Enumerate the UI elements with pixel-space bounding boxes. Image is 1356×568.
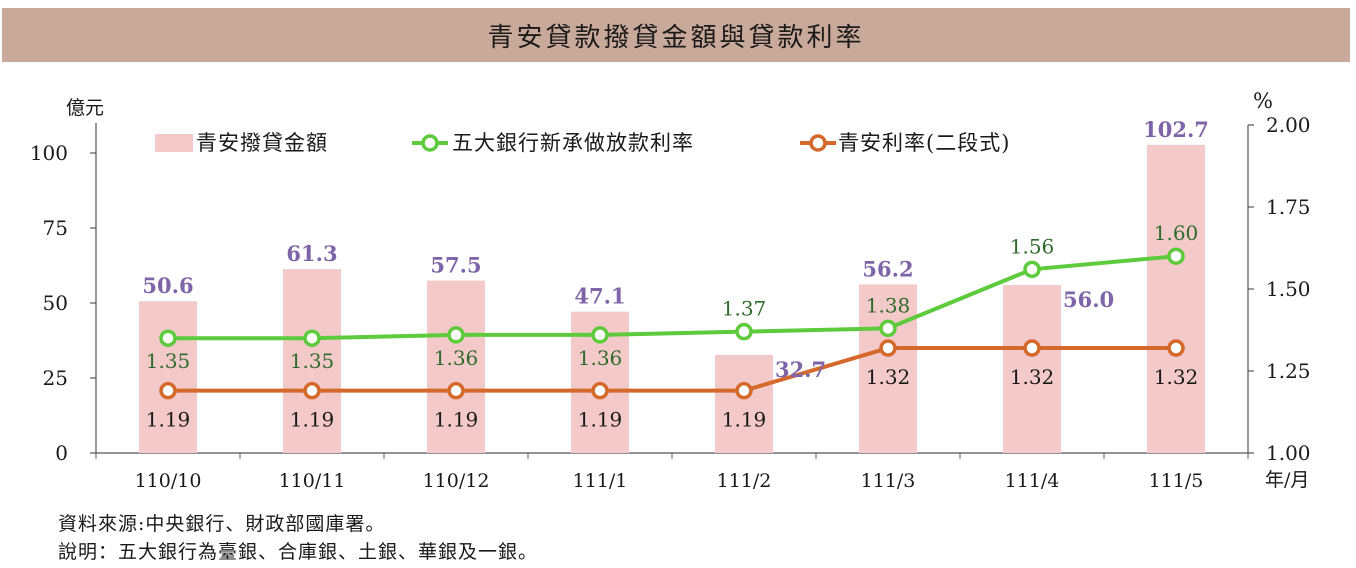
- line-point: [735, 322, 753, 341]
- line-point: [303, 329, 321, 347]
- right-axis-unit-label: %: [1253, 89, 1273, 113]
- bar: [1147, 144, 1205, 453]
- line-data-label-qingan-rate: 1.19: [722, 408, 767, 432]
- line-data-label-five-banks: 1.56: [1010, 234, 1055, 258]
- line-data-label-qingan-rate: 1.19: [434, 408, 479, 432]
- bar: [427, 280, 485, 453]
- line-point: [1167, 247, 1185, 265]
- x-axis-tick-label: 110/11: [279, 470, 346, 492]
- line-data-label-five-banks: 1.36: [434, 346, 479, 370]
- x-axis-tick-label: 111/5: [1149, 470, 1204, 492]
- line-point: [1023, 339, 1041, 357]
- line-data-label-five-banks: 1.35: [290, 349, 335, 373]
- bar-data-label: 32.7: [775, 357, 826, 382]
- bar: [283, 269, 341, 453]
- line-data-label-qingan-rate: 1.19: [146, 408, 191, 432]
- right-axis-tick-label: 1.50: [1266, 277, 1311, 301]
- chart: 0 25 50 75 100 1.00 1.25 1.50 1.75 2.00 億元 % 年/月 110/…: [30, 89, 1311, 492]
- line-point: [1023, 260, 1041, 279]
- right-axis-tick-label: 1.00: [1266, 441, 1311, 465]
- left-axis-tick-label: 75: [43, 216, 68, 240]
- line-point: [879, 319, 897, 338]
- line-point: [447, 381, 465, 400]
- right-axis-tick-label: 1.25: [1266, 359, 1311, 383]
- line-point: [159, 381, 177, 400]
- x-axis-unit-label: 年/月: [1265, 469, 1309, 491]
- line-point: [591, 381, 609, 400]
- chart-title: 青安貸款撥貸金額與貸款利率: [487, 22, 865, 53]
- legend-swatch-five-banks-marker: [421, 134, 439, 152]
- explanation-note: 說明：五大銀行為臺銀、合庫銀、土銀、華銀及一銀。: [58, 541, 539, 563]
- left-axis-tick-label: 25: [43, 366, 68, 390]
- series-line-five-banks: [168, 254, 1177, 341]
- line-point: [735, 381, 753, 400]
- bar-data-label: 102.7: [1143, 117, 1209, 142]
- bar-data-label: 56.2: [862, 256, 913, 281]
- line-data-label-five-banks: 1.60: [1154, 221, 1199, 245]
- line-data-label-qingan-rate: 1.32: [1154, 365, 1199, 389]
- line-data-label-qingan-rate: 1.19: [290, 408, 335, 432]
- x-axis-tick-label: 111/1: [573, 470, 628, 492]
- bar-data-label: 56.0: [1063, 287, 1114, 312]
- left-axis-tick-label: 100: [30, 141, 68, 165]
- legend-label-five-banks: 五大銀行新承做放款利率: [452, 131, 694, 155]
- legend-label-qingan-rate: 青安利率(二段式): [838, 131, 1010, 155]
- x-axis-tick-label: 110/12: [423, 470, 490, 492]
- chart-notes: 資料來源:中央銀行、財政部國庫署。 說明：五大銀行為臺銀、合庫銀、土銀、華銀及一…: [58, 510, 538, 566]
- x-axis-tick-label: 110/10: [135, 470, 202, 492]
- line-data-label-qingan-rate: 1.32: [866, 365, 911, 389]
- right-axis-tick-label: 1.75: [1266, 195, 1311, 219]
- line-data-label-five-banks: 1.38: [866, 293, 911, 317]
- line-point: [447, 326, 465, 344]
- bar: [1003, 285, 1061, 453]
- bar-data-label: 57.5: [430, 253, 481, 278]
- line-data-label-qingan-rate: 1.19: [578, 408, 623, 432]
- line-point: [879, 339, 897, 357]
- line-data-label-five-banks: 1.35: [146, 349, 191, 373]
- right-axis-tick-label: 2.00: [1266, 113, 1311, 137]
- source-note: 資料來源:中央銀行、財政部國庫署。: [58, 513, 386, 535]
- bar-data-label: 61.3: [286, 241, 337, 266]
- bar-data-label: 47.1: [574, 284, 625, 309]
- chart-title-bar: 青安貸款撥貸金額與貸款利率: [2, 8, 1350, 62]
- left-axis-tick-label: 0: [55, 441, 68, 465]
- bar-data-label: 50.6: [142, 273, 193, 298]
- legend-swatch-qingan-marker: [809, 134, 827, 152]
- line-point: [591, 326, 609, 344]
- line-point: [1167, 339, 1185, 357]
- legend-swatch-bar: [155, 134, 193, 152]
- line-data-label-qingan-rate: 1.32: [1010, 365, 1055, 389]
- series-line-qingan-rate: [168, 346, 1176, 393]
- bar: [859, 284, 917, 453]
- x-axis-tick-label: 111/2: [717, 470, 772, 492]
- line-data-label-five-banks: 1.36: [578, 346, 623, 370]
- left-axis-tick-label: 50: [43, 291, 68, 315]
- legend-label-bar: 青安撥貸金額: [196, 131, 328, 155]
- line-data-label-five-banks: 1.37: [722, 297, 767, 321]
- line-point: [303, 381, 321, 400]
- x-axis-tick-label: 111/3: [861, 470, 916, 492]
- bar: [715, 354, 773, 453]
- x-axis-tick-label: 111/4: [1005, 470, 1060, 492]
- line-point: [159, 329, 177, 347]
- bar: [139, 301, 197, 453]
- left-axis-unit-label: 億元: [66, 97, 104, 119]
